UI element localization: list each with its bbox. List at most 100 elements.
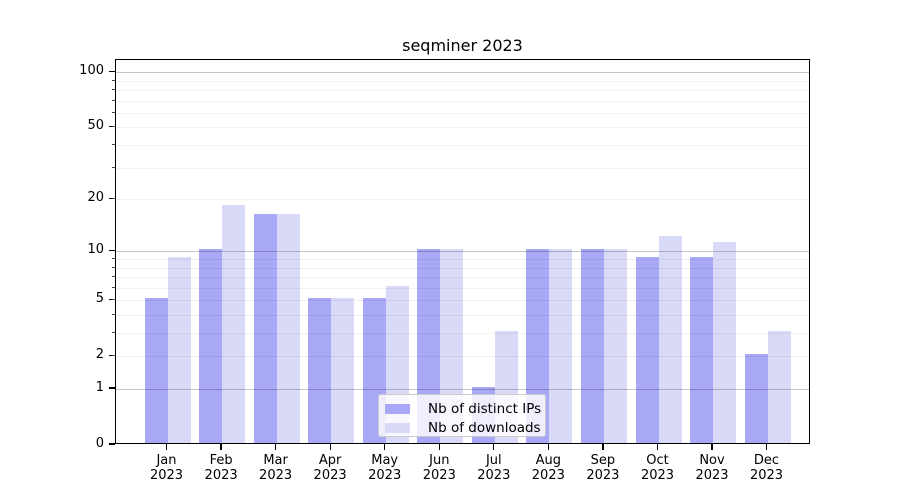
x-tick-label: Aug 2023 bbox=[531, 453, 565, 483]
x-tick bbox=[602, 444, 604, 450]
y-minor-tick bbox=[111, 314, 115, 315]
y-tick bbox=[108, 443, 115, 445]
x-tick bbox=[547, 444, 549, 450]
legend-label-downloads: Nb of downloads bbox=[428, 419, 541, 436]
x-tick bbox=[656, 444, 659, 450]
legend-item-distinct-ips: Nb of distinct IPs bbox=[385, 400, 545, 417]
legend-swatch-downloads bbox=[385, 422, 410, 433]
y-tick-label: 10 bbox=[87, 242, 104, 258]
x-tick bbox=[765, 444, 768, 450]
bar-ips-feb bbox=[199, 249, 222, 443]
gridline-1 bbox=[116, 389, 809, 390]
y-minor-tick bbox=[111, 332, 115, 333]
gridline-9 bbox=[116, 259, 809, 260]
x-tick-label: Oct 2023 bbox=[640, 453, 675, 483]
x-tick-label: Jan 2023 bbox=[149, 453, 184, 483]
x-tick-label: Nov 2023 bbox=[695, 453, 729, 483]
legend-swatch-distinct-ips bbox=[385, 403, 410, 414]
x-tick bbox=[384, 444, 386, 450]
gridline-2 bbox=[116, 356, 809, 358]
y-minor-tick bbox=[111, 286, 115, 288]
x-tick bbox=[220, 444, 222, 450]
gridline-100 bbox=[116, 72, 809, 74]
y-tick-label: 100 bbox=[79, 63, 104, 79]
y-minor-tick bbox=[111, 198, 115, 200]
gridline-4 bbox=[116, 315, 809, 316]
legend-item-downloads: Nb of downloads bbox=[385, 419, 545, 436]
y-minor-tick bbox=[111, 276, 115, 277]
x-tick-label: May 2023 bbox=[368, 453, 402, 483]
bar-downloads-feb bbox=[222, 205, 245, 443]
bar-ips-apr bbox=[308, 298, 332, 443]
y-minor-tick bbox=[111, 355, 115, 357]
gridline-8 bbox=[116, 267, 809, 269]
y-tick bbox=[108, 387, 115, 389]
x-tick bbox=[438, 444, 440, 450]
y-tick-label: 20 bbox=[87, 190, 104, 206]
bars-layer bbox=[116, 60, 809, 443]
y-tick bbox=[108, 249, 115, 251]
y-minor-tick bbox=[111, 79, 115, 81]
gridline-5 bbox=[116, 300, 809, 302]
x-tick-label: Sep 2023 bbox=[586, 453, 620, 483]
y-minor-tick bbox=[111, 126, 115, 128]
bar-downloads-dec bbox=[767, 331, 791, 443]
bar-downloads-mar bbox=[276, 214, 300, 443]
legend: Nb of distinct IPs Nb of downloads bbox=[378, 394, 546, 437]
bar-downloads-aug bbox=[549, 249, 573, 443]
x-tick-label: Dec 2023 bbox=[749, 453, 784, 483]
gridline-3 bbox=[116, 333, 809, 334]
y-tick-label: 5 bbox=[95, 291, 104, 307]
x-tick bbox=[275, 444, 277, 450]
x-tick-label: Apr 2023 bbox=[313, 453, 347, 483]
bar-ips-jan bbox=[144, 298, 168, 443]
bar-ips-nov bbox=[690, 257, 713, 443]
gridline-20 bbox=[116, 199, 809, 201]
bar-ips-sep bbox=[580, 249, 604, 443]
x-tick-label: Jun 2023 bbox=[422, 453, 456, 483]
bar-downloads-sep bbox=[603, 249, 627, 443]
y-minor-tick bbox=[111, 99, 115, 101]
y-tick-label: 1 bbox=[95, 380, 104, 395]
y-minor-tick bbox=[111, 111, 115, 113]
y-minor-tick bbox=[111, 166, 115, 168]
gridline-6 bbox=[116, 287, 809, 289]
y-minor-tick bbox=[111, 144, 115, 145]
x-tick bbox=[711, 444, 713, 450]
x-tick-label: Feb 2023 bbox=[204, 453, 238, 483]
x-tick bbox=[493, 444, 495, 450]
gridline-60 bbox=[116, 112, 809, 114]
gridline-40 bbox=[116, 145, 809, 146]
y-tick bbox=[108, 70, 115, 72]
bar-downloads-oct bbox=[658, 235, 682, 443]
bar-ips-dec bbox=[744, 354, 768, 443]
gridline-70 bbox=[116, 100, 809, 102]
bar-ips-oct bbox=[635, 257, 659, 443]
gridline-7 bbox=[116, 277, 809, 278]
bar-downloads-jan bbox=[167, 257, 191, 443]
gridline-10 bbox=[116, 251, 809, 253]
gridline-80 bbox=[116, 90, 809, 91]
x-tick bbox=[329, 444, 331, 450]
legend-label-distinct-ips: Nb of distinct IPs bbox=[428, 400, 542, 417]
gridlines-layer bbox=[116, 60, 809, 443]
gridline-90 bbox=[116, 80, 809, 82]
y-minor-tick bbox=[111, 266, 115, 268]
x-tick-label: Mar 2023 bbox=[259, 453, 293, 483]
plot-area: Nb of distinct IPs Nb of downloads bbox=[115, 59, 810, 444]
y-tick-label: 50 bbox=[87, 118, 104, 134]
y-minor-tick bbox=[111, 258, 115, 259]
gridline-30 bbox=[116, 167, 809, 169]
x-tick-label: Jul 2023 bbox=[477, 453, 511, 483]
bar-ips-mar bbox=[253, 214, 277, 443]
bar-downloads-apr bbox=[331, 298, 355, 443]
y-tick-label: 2 bbox=[95, 347, 104, 363]
bar-downloads-nov bbox=[713, 242, 736, 443]
x-tick bbox=[165, 444, 168, 450]
y-minor-tick bbox=[111, 299, 115, 301]
y-minor-tick bbox=[111, 89, 115, 90]
chart-title: seqminer 2023 bbox=[402, 36, 523, 55]
y-tick-label: 0 bbox=[95, 436, 104, 451]
gridline-50 bbox=[116, 127, 809, 129]
